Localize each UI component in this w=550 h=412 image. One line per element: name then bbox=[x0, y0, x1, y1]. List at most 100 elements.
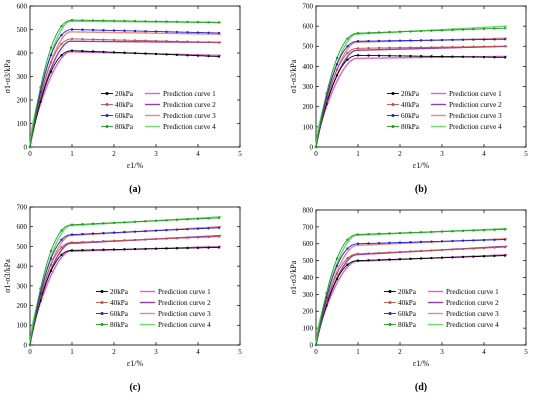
data-point bbox=[207, 235, 210, 239]
data-point bbox=[388, 251, 391, 254]
data-point bbox=[398, 46, 402, 49]
data-point bbox=[335, 63, 339, 66]
legend-marker bbox=[388, 323, 392, 326]
y-tick-label: 600 bbox=[303, 23, 314, 31]
panel-label: (d) bbox=[415, 382, 427, 393]
y-tick-label: 400 bbox=[303, 274, 314, 282]
y-tick-label: 200 bbox=[17, 302, 28, 310]
data-point bbox=[451, 28, 454, 32]
data-point bbox=[482, 246, 486, 250]
series-line bbox=[315, 246, 506, 346]
data-point bbox=[325, 92, 328, 95]
data-point bbox=[39, 86, 42, 89]
y-tick-label: 700 bbox=[303, 2, 314, 10]
y-tick-label: 0 bbox=[24, 341, 28, 349]
data-point bbox=[91, 248, 95, 252]
data-point bbox=[377, 241, 381, 245]
legend-label: 20kPa bbox=[398, 288, 417, 296]
y-tick-label: 800 bbox=[303, 206, 314, 214]
data-point bbox=[165, 39, 168, 43]
data-point bbox=[165, 228, 168, 232]
legend-marker bbox=[100, 312, 104, 315]
data-point bbox=[503, 254, 507, 257]
data-point bbox=[60, 42, 63, 46]
data-point bbox=[123, 239, 126, 242]
data-point bbox=[144, 52, 147, 55]
legend-marker bbox=[100, 323, 104, 326]
x-tick-label: 1 bbox=[356, 150, 360, 158]
data-point bbox=[430, 55, 433, 58]
data-point bbox=[461, 239, 465, 242]
data-point bbox=[335, 264, 339, 267]
data-point bbox=[186, 246, 189, 250]
x-tick-label: 0 bbox=[28, 348, 32, 356]
x-axis-label: ε1/% bbox=[127, 161, 144, 170]
data-point bbox=[175, 237, 179, 240]
data-point bbox=[60, 246, 63, 249]
data-point bbox=[91, 232, 95, 235]
data-point bbox=[112, 248, 116, 251]
data-point bbox=[356, 31, 360, 35]
data-point bbox=[503, 45, 507, 48]
legend-label: Prediction curve 3 bbox=[446, 310, 499, 318]
data-point bbox=[461, 45, 465, 49]
data-point bbox=[186, 236, 189, 240]
legend-label: 20kPa bbox=[115, 90, 134, 98]
x-tick-label: 0 bbox=[314, 348, 318, 356]
data-point bbox=[112, 51, 116, 54]
data-point bbox=[217, 226, 221, 229]
data-point bbox=[175, 20, 179, 23]
data-point bbox=[440, 29, 444, 32]
data-point bbox=[503, 26, 507, 30]
data-point bbox=[49, 269, 53, 273]
data-point bbox=[91, 38, 95, 41]
data-point bbox=[367, 252, 370, 255]
data-point bbox=[419, 46, 423, 49]
legend-label: Prediction curve 2 bbox=[449, 101, 502, 109]
data-point bbox=[81, 232, 84, 236]
data-point bbox=[175, 30, 179, 34]
data-point bbox=[112, 29, 116, 32]
data-point bbox=[388, 46, 391, 50]
legend-label: Prediction curve 1 bbox=[449, 90, 502, 98]
y-tick-label: 700 bbox=[303, 223, 314, 231]
x-axis-label: ε1/% bbox=[413, 161, 430, 170]
data-point bbox=[91, 240, 95, 243]
y-tick-label: 400 bbox=[303, 63, 314, 71]
data-point bbox=[356, 233, 360, 236]
data-point bbox=[493, 27, 496, 30]
data-point bbox=[39, 100, 42, 104]
data-point bbox=[388, 39, 391, 43]
data-point bbox=[419, 39, 423, 42]
legend-label: 60kPa bbox=[115, 112, 134, 120]
data-point bbox=[133, 230, 137, 233]
data-point bbox=[91, 19, 95, 22]
data-point bbox=[207, 54, 210, 58]
prediction-curve bbox=[29, 51, 222, 148]
data-point bbox=[154, 20, 158, 23]
data-point bbox=[409, 54, 412, 58]
data-point bbox=[154, 219, 158, 222]
y-tick-label: 0 bbox=[310, 143, 314, 151]
legend: 20kPa Prediction curve 1 40kPa Prediction c… bbox=[101, 90, 216, 131]
data-point bbox=[461, 38, 465, 42]
data-point bbox=[60, 229, 63, 232]
data-point bbox=[367, 232, 370, 236]
data-point bbox=[398, 257, 402, 261]
data-point bbox=[217, 41, 221, 44]
x-tick-label: 2 bbox=[112, 348, 116, 356]
y-tick-label: 300 bbox=[17, 73, 28, 81]
data-point bbox=[451, 230, 454, 233]
data-point bbox=[356, 47, 360, 50]
chart-panel: 0 1 2 3 4 5 0 100 200 300 400 500 600 700 ε1/% σ1-σ3/kP… bbox=[3, 203, 242, 393]
data-point bbox=[409, 30, 412, 33]
data-point bbox=[81, 240, 84, 244]
data-point bbox=[398, 231, 402, 235]
legend-label: 20kPa bbox=[110, 288, 129, 296]
data-point bbox=[81, 19, 84, 22]
y-axis-label: σ1-σ3/kPa bbox=[3, 259, 12, 293]
data-point bbox=[493, 238, 496, 242]
y-tick-label: 200 bbox=[303, 308, 314, 316]
data-point bbox=[112, 221, 116, 224]
data-point bbox=[91, 28, 95, 32]
